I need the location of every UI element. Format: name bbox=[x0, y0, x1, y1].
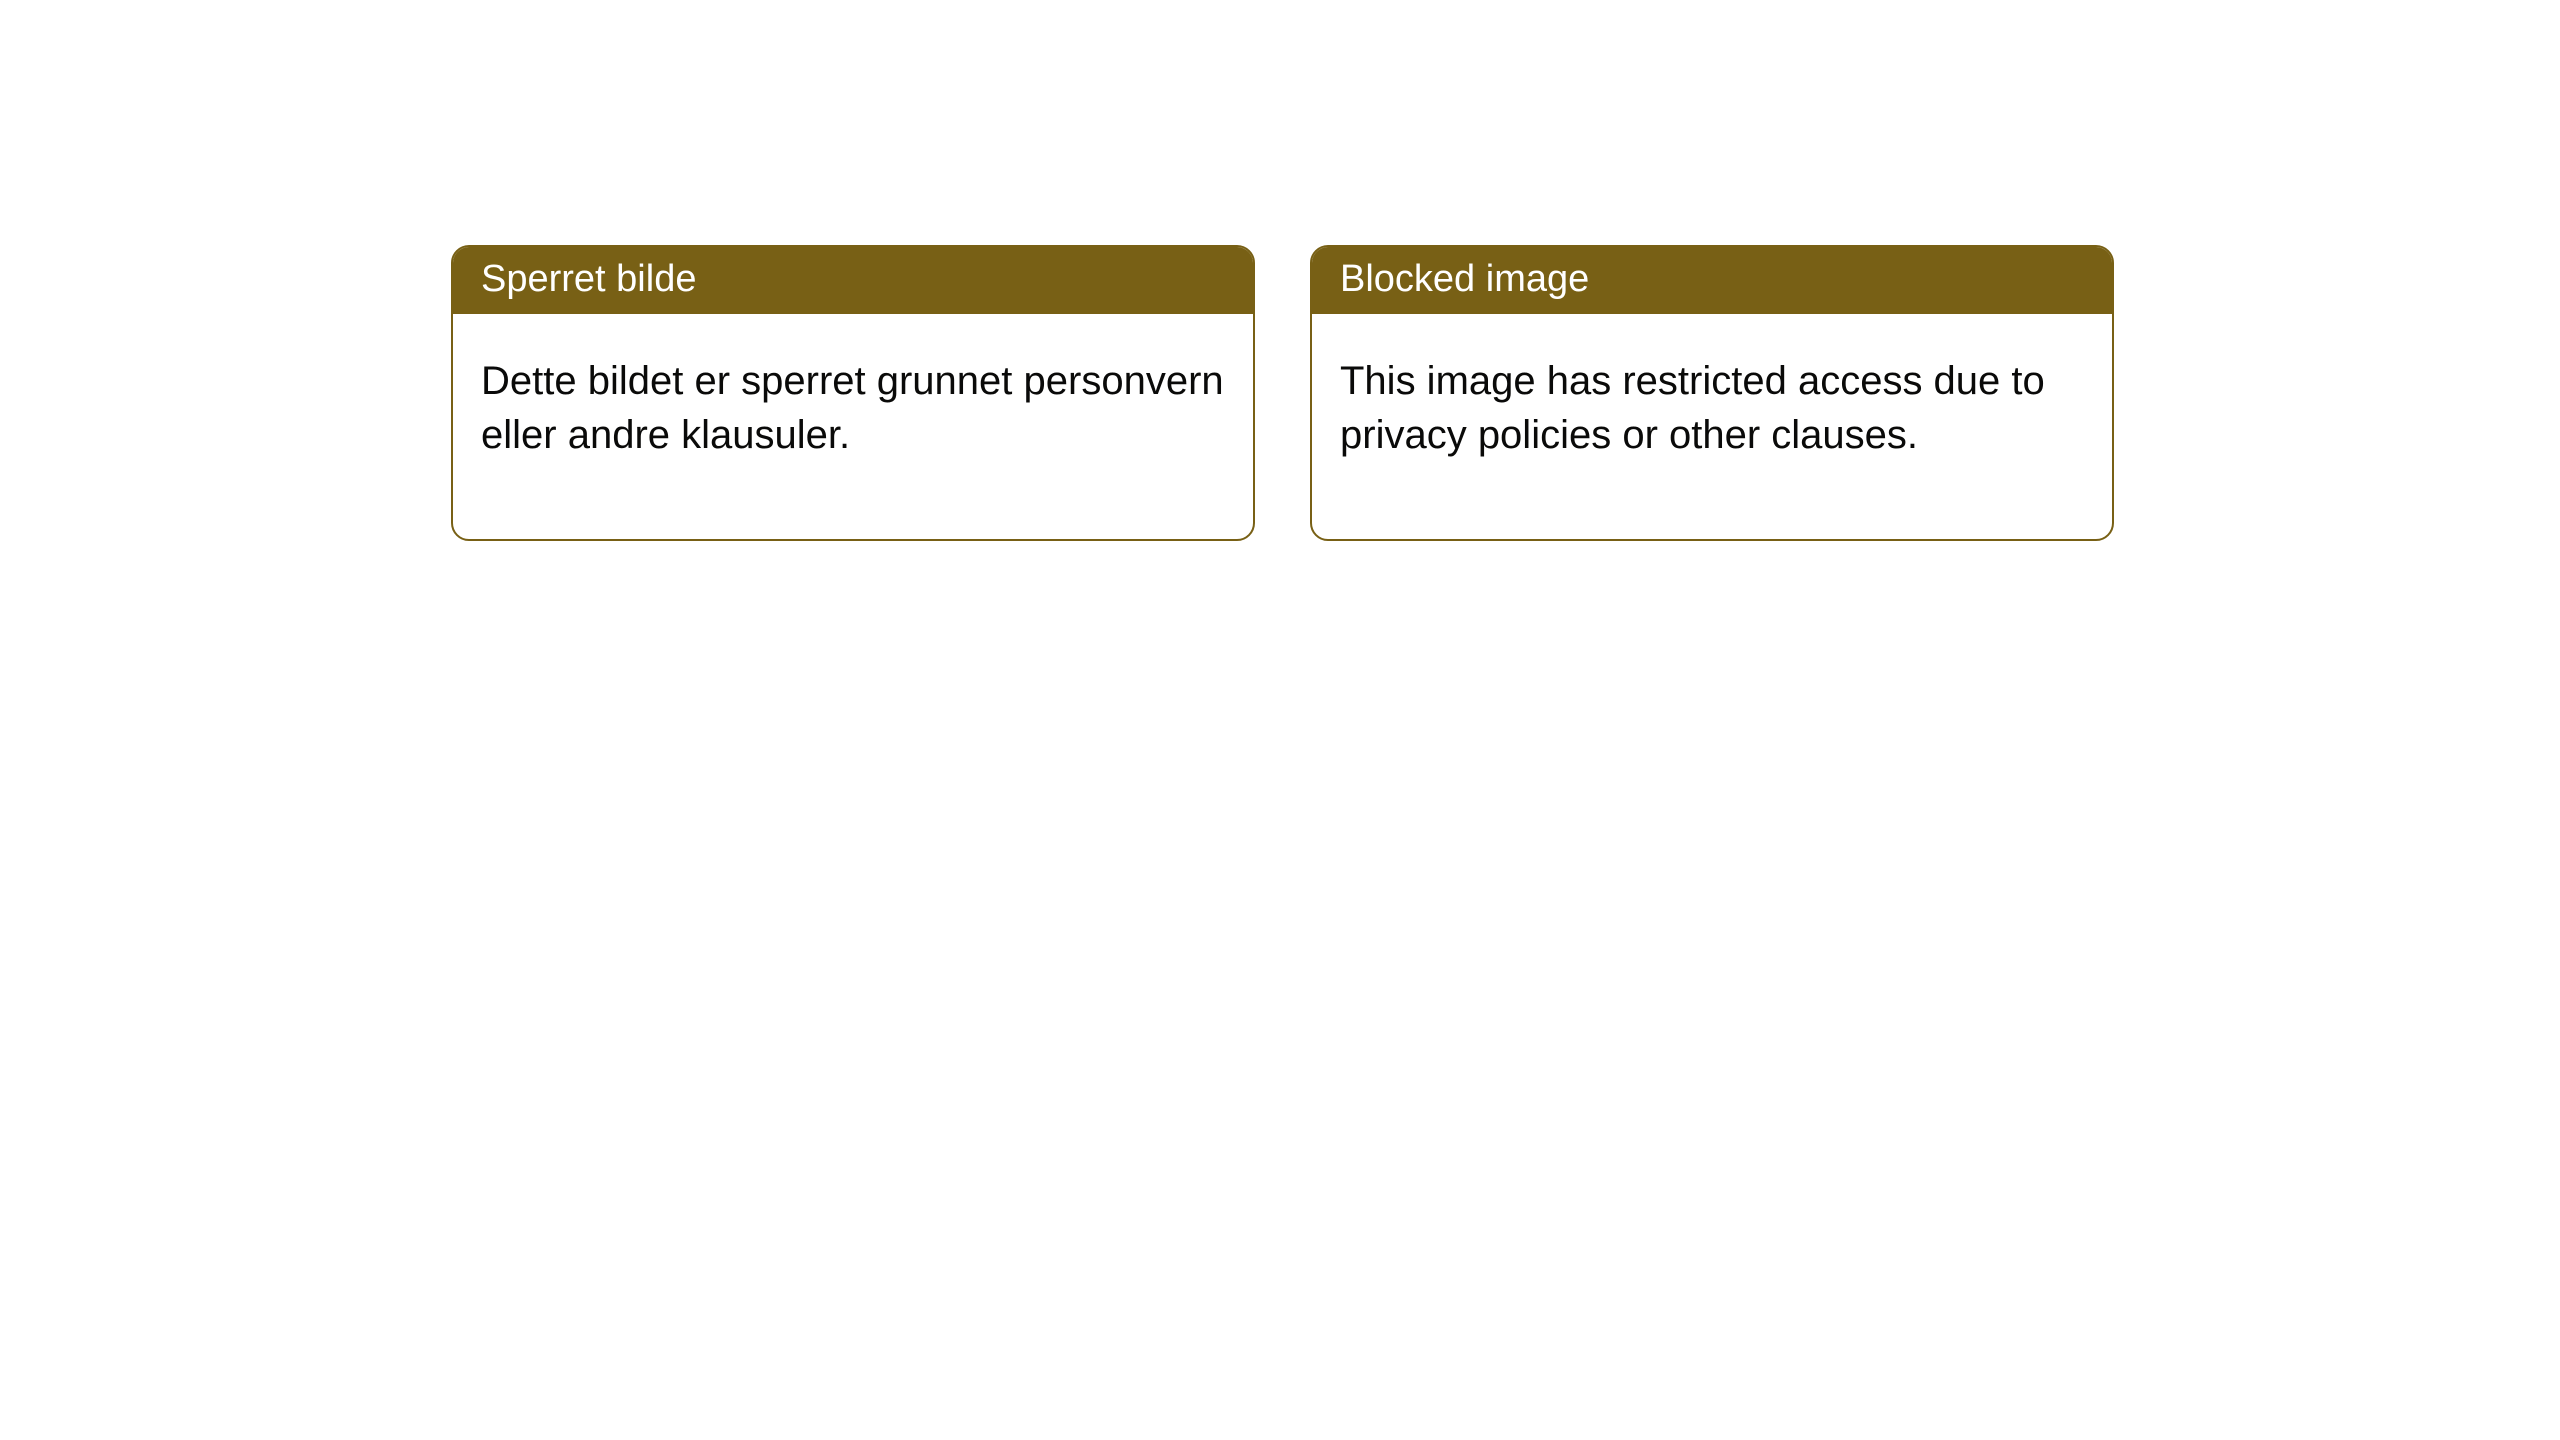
card-header: Sperret bilde bbox=[453, 247, 1253, 314]
card-title: Sperret bilde bbox=[481, 258, 696, 300]
card-body: This image has restricted access due to … bbox=[1312, 314, 2112, 539]
card-body-text: Dette bildet er sperret grunnet personve… bbox=[481, 359, 1224, 457]
card-title: Blocked image bbox=[1340, 258, 1589, 300]
card-header: Blocked image bbox=[1312, 247, 2112, 314]
blocked-image-card-en: Blocked image This image has restricted … bbox=[1310, 245, 2114, 541]
card-body: Dette bildet er sperret grunnet personve… bbox=[453, 314, 1253, 539]
cards-container: Sperret bilde Dette bildet er sperret gr… bbox=[451, 245, 2114, 541]
blocked-image-card-no: Sperret bilde Dette bildet er sperret gr… bbox=[451, 245, 1255, 541]
card-body-text: This image has restricted access due to … bbox=[1340, 359, 2045, 457]
